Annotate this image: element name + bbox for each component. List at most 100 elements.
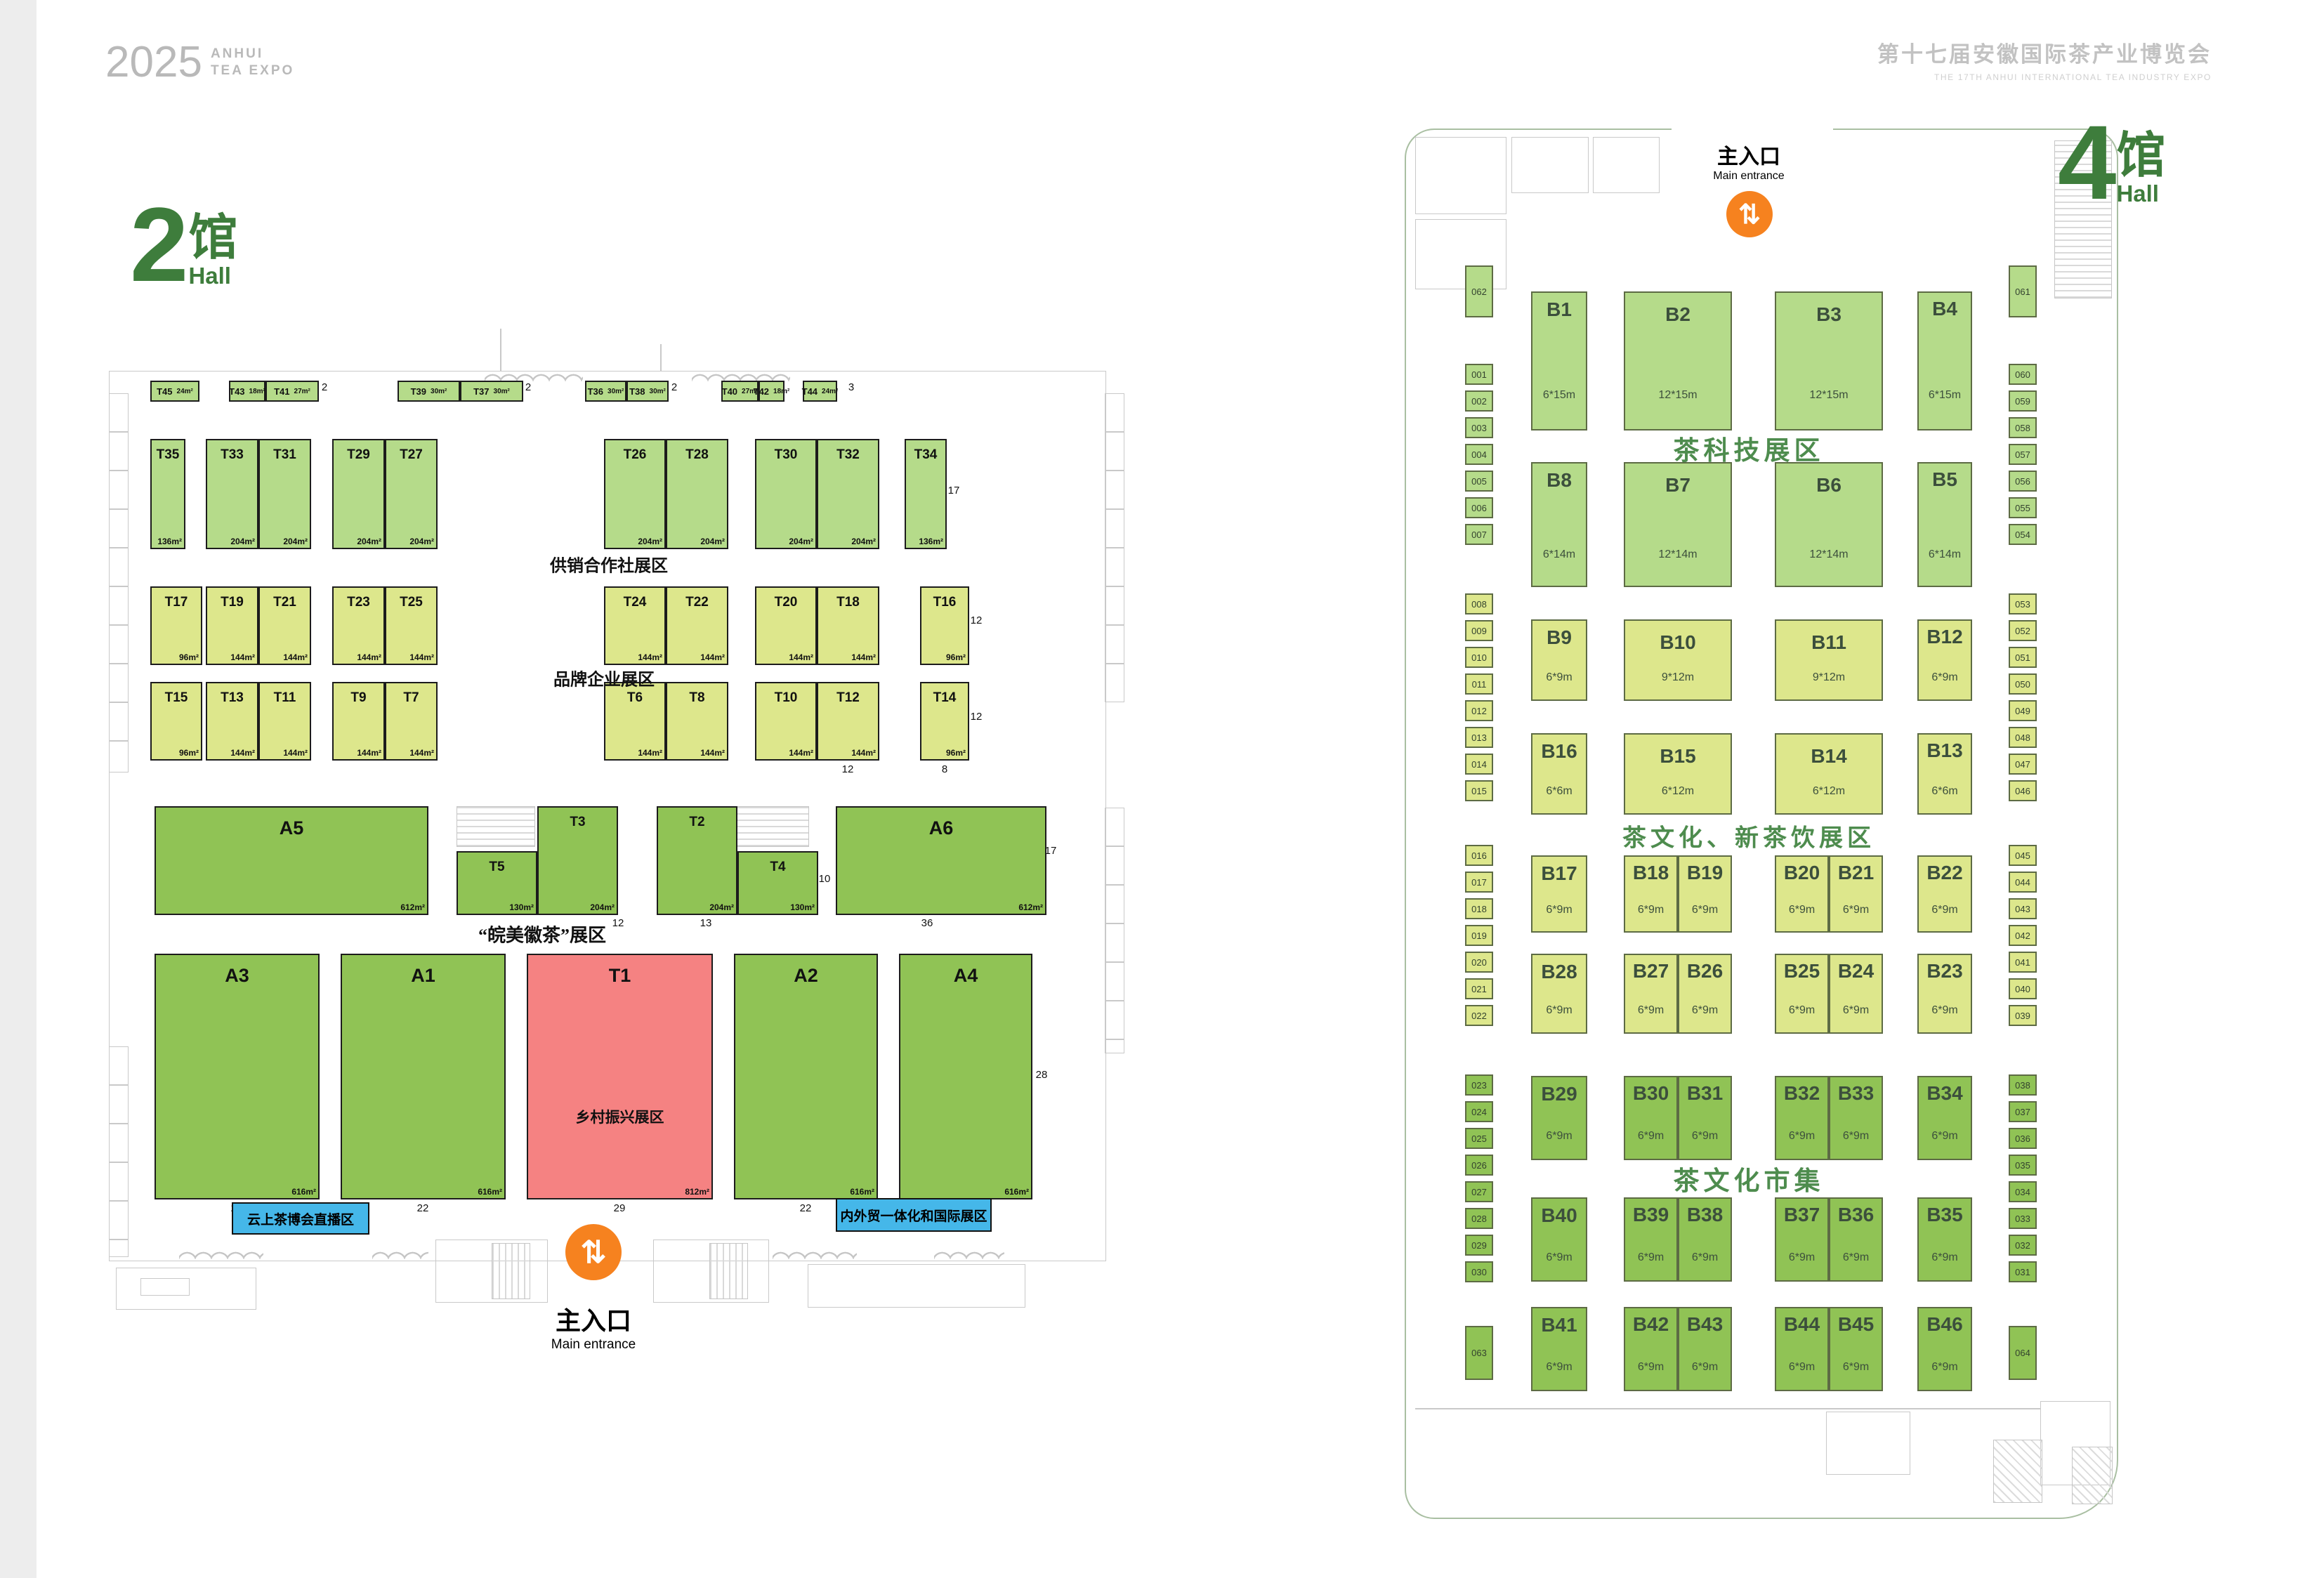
room-019: 019 (1465, 925, 1493, 946)
booth-area: 30m² (493, 387, 510, 395)
booth-id: B16 (1541, 739, 1577, 762)
booth-area: 616m² (478, 1187, 502, 1197)
booth-T3: T3 204m² (537, 806, 618, 915)
booth-id: B10 (1660, 631, 1696, 653)
booth-dimensions: 6*9m (1931, 903, 1958, 916)
booth-T25: T25 144m² (385, 586, 438, 665)
hall2-entrance-label: 主入口 Main entrance (551, 1301, 636, 1353)
room-003: 003 (1465, 417, 1493, 438)
booth-area: 18m² (773, 387, 790, 395)
room-058: 058 (2009, 417, 2037, 438)
dim-annotation: 10 (818, 873, 831, 885)
zone-label-trade-international: 内外贸一体化和国际展区 (836, 1198, 992, 1232)
booth-id: B6 (1816, 474, 1842, 496)
booth-B10: B10 9*12m (1624, 619, 1732, 701)
room-050: 050 (2009, 673, 2037, 695)
logo-line2: TEA EXPO (210, 63, 295, 78)
booth-id: T34 (914, 447, 938, 462)
room-041: 041 (2009, 952, 2037, 973)
booth-T11: T11 144m² (258, 682, 311, 761)
booth-area: 204m² (709, 902, 734, 912)
room-024: 024 (1465, 1101, 1493, 1122)
booth-dimensions: 6*9m (1691, 1129, 1719, 1142)
booth-dimensions: 12*15m (1809, 389, 1849, 402)
room-062: 062 (1465, 265, 1493, 317)
hall2-en: Hall (188, 262, 231, 289)
booth-A4: A4 616m² (899, 954, 1032, 1199)
room-052: 052 (2009, 620, 2037, 641)
booth-area: 144m² (700, 652, 725, 662)
booth-B46: B46 6*9m (1917, 1307, 1972, 1391)
booth-B2: B2 12*15m (1624, 291, 1732, 430)
room (1593, 137, 1660, 193)
booth-A1: A1 616m² (341, 954, 506, 1199)
booth-area: 96m² (178, 652, 199, 662)
booth-id: T10 (774, 690, 798, 705)
booth-T35: T35 136m² (150, 439, 185, 549)
booth-id: T35 (156, 447, 180, 462)
booth-id: T36 (587, 386, 604, 397)
booth-B18: B18 6*9m (1624, 855, 1678, 933)
booth-T1: T1 812m² 乡村振兴展区 (527, 954, 713, 1199)
booth-id: B25 (1783, 960, 1820, 982)
booth-B15: B15 6*12m (1624, 733, 1732, 815)
wall-line (500, 329, 501, 371)
wall-line (660, 344, 662, 371)
booth-B19: B19 6*9m (1678, 855, 1732, 933)
booth-B25: B25 6*9m (1775, 954, 1829, 1034)
booth-T23: T23 144m² (332, 586, 385, 665)
booth-id: T28 (685, 447, 709, 462)
booth-T2: T2 204m² (657, 806, 737, 915)
booth-id: B33 (1837, 1082, 1875, 1105)
hall4-number: 4 (2058, 103, 2117, 221)
room-016: 016 (1465, 845, 1493, 866)
booth-dimensions: 6*9m (1931, 1251, 1958, 1263)
booth-id: B26 (1686, 960, 1724, 982)
dim-annotation: 8 (941, 763, 948, 775)
booth-B29: B29 6*9m (1531, 1076, 1587, 1160)
booth-T14: T14 96m² (920, 682, 969, 761)
booth-dimensions: 9*12m (1661, 671, 1695, 683)
booth-B9: B9 6*9m (1531, 619, 1587, 701)
booth-dimensions: 6*9m (1691, 1004, 1719, 1016)
room-026: 026 (1465, 1155, 1493, 1176)
booth-id: T24 (623, 595, 647, 610)
booth-id: A4 (953, 965, 978, 986)
booth-B26: B26 6*9m (1678, 954, 1732, 1034)
booth-id: B17 (1541, 862, 1577, 884)
logo-year: 2025 (105, 38, 202, 86)
dim-annotation: 17 (1044, 845, 1057, 857)
hall4-entrance-icon: ⇅ (1726, 191, 1773, 237)
booth-area: 144m² (230, 748, 255, 758)
booth-T33: T33 204m² (206, 439, 258, 549)
booth-id: B21 (1837, 862, 1875, 884)
room-043: 043 (2009, 898, 2037, 919)
zone-label-cloud-livestream: 云上茶博会直播区 (232, 1202, 369, 1235)
booth-dimensions: 9*12m (1812, 671, 1846, 683)
booth-id: B18 (1632, 862, 1669, 884)
side-rooms (1105, 393, 1124, 702)
hall2-entrance-cn: 主入口 (555, 1306, 631, 1335)
booth-A3: A3 616m² (155, 954, 320, 1199)
booth-T31: T31 204m² (258, 439, 311, 549)
booth-id: T2 (689, 815, 705, 829)
dim-annotation: 36 (921, 917, 933, 929)
zone-label-brand: 品牌企业展区 (553, 671, 655, 690)
room-014: 014 (1465, 754, 1493, 775)
side-rooms (109, 1046, 129, 1257)
booth-id: T25 (400, 595, 423, 610)
booth-id: B36 (1837, 1204, 1875, 1226)
booth-T20: T20 144m² (755, 586, 817, 665)
room-059: 059 (2009, 390, 2037, 412)
booth-id: B8 (1547, 468, 1572, 491)
room-027: 027 (1465, 1181, 1493, 1202)
room-009: 009 (1465, 620, 1493, 641)
booth-id: T5 (489, 860, 505, 874)
booth-dimensions: 6*12m (1661, 784, 1695, 797)
booth-id: T7 (403, 690, 419, 705)
booth-B21: B21 6*9m (1829, 855, 1883, 933)
booth-B1: B1 6*15m (1531, 291, 1587, 430)
room-006: 006 (1465, 497, 1493, 518)
hall2-logo: 2 馆 Hall (130, 192, 237, 296)
booth-T37: T37 30m² (460, 381, 523, 402)
